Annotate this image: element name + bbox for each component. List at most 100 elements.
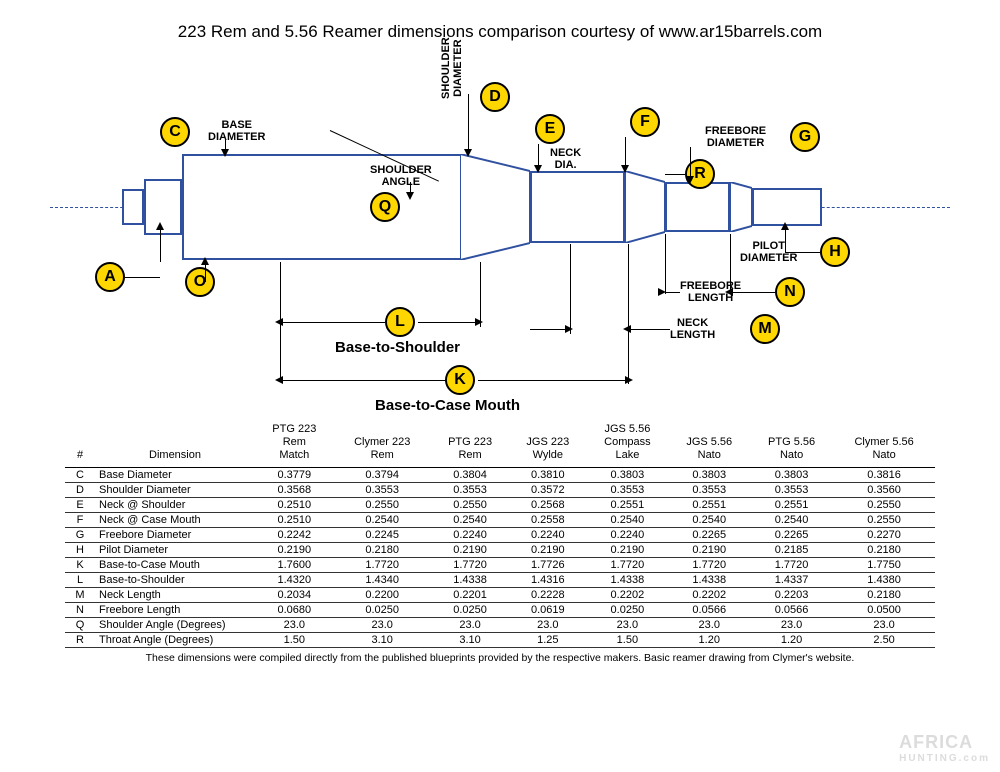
table-cell: 0.2180 [833,542,935,557]
table-row: NFreebore Length0.06800.02500.02500.0619… [65,602,935,617]
label-K: K [445,365,475,395]
table-cell: Base-to-Case Mouth [95,557,255,572]
label-M: M [750,314,780,344]
table-cell: 3.10 [334,632,431,647]
table-cell: 0.3794 [334,467,431,482]
label-F: F [630,107,660,137]
table-row: DShoulder Diameter0.35680.35530.35530.35… [65,482,935,497]
table-cell: 1.7750 [833,557,935,572]
arrow [730,292,775,293]
arrow [665,174,685,175]
dim-shoulder-diameter: SHOULDERDIAMETER [440,37,464,99]
table-cell: 2.50 [833,632,935,647]
table-cell: 0.2190 [255,542,334,557]
table-cell: N [65,602,95,617]
table-cell: 0.3553 [586,482,668,497]
table-cell: 0.2540 [334,512,431,527]
table-cell: 0.2240 [431,527,510,542]
table-cell: 0.2201 [431,587,510,602]
table-cell: 1.20 [750,632,833,647]
table-cell: 23.0 [334,617,431,632]
dim-base-to-case-mouth: Base-to-Case Mouth [375,397,520,414]
reamer-pilot [752,188,822,226]
table-cell: 0.2540 [431,512,510,527]
table-cell: 0.2180 [334,542,431,557]
table-cell: 0.0566 [669,602,750,617]
arrow [570,244,571,334]
table-cell: 0.2551 [750,497,833,512]
table-cell: E [65,497,95,512]
table-cell: 0.2245 [334,527,431,542]
arrow [628,244,629,384]
dim-shoulder-angle: SHOULDER ANGLE [370,164,432,188]
table-cell: 0.2510 [255,512,334,527]
table-cell: 0.2180 [833,587,935,602]
table-cell: R [65,632,95,647]
table-cell: 0.2540 [669,512,750,527]
table-cell: 0.2550 [833,512,935,527]
table-row: ENeck @ Shoulder0.25100.25500.25500.2568… [65,497,935,512]
table-cell: 1.4338 [586,572,668,587]
arrow-head [221,149,229,157]
arrow-head [406,192,414,200]
label-O: O [185,267,215,297]
arrow-head [475,318,483,326]
table-cell: 23.0 [669,617,750,632]
table-cell: 0.2558 [509,512,586,527]
table-cell: 0.0619 [509,602,586,617]
table-cell: 0.3568 [255,482,334,497]
table-cell: 0.2190 [509,542,586,557]
table-cell: 23.0 [255,617,334,632]
arrow [125,277,160,278]
table-cell: 0.3560 [833,482,935,497]
table-cell: 0.3572 [509,482,586,497]
label-Q: Q [370,192,400,222]
table-cell: 0.2240 [509,527,586,542]
label-H: H [820,237,850,267]
reamer-diagram: A C D E F G H K L M N O Q R BASE DIAMETE… [50,52,950,422]
arrow [785,227,786,252]
arrow [665,292,680,293]
table-cell: 1.7720 [669,557,750,572]
table-header: PTG 5.56Nato [750,422,833,467]
table-cell: 0.3553 [750,482,833,497]
table-cell: 0.3803 [750,467,833,482]
table-cell: 0.2550 [431,497,510,512]
table-cell: 23.0 [509,617,586,632]
reamer-tang-end [122,189,144,225]
table-cell: 1.4337 [750,572,833,587]
table-cell: 1.50 [255,632,334,647]
table-header: PTG 223RemMatch [255,422,334,467]
arrow-head [275,376,283,384]
table-cell: H [65,542,95,557]
arrow [628,329,670,330]
label-G: G [790,122,820,152]
table-row: CBase Diameter0.37790.37940.38040.38100.… [65,467,935,482]
table-cell: 0.3803 [669,467,750,482]
table-cell: G [65,527,95,542]
table-cell: 0.2265 [669,527,750,542]
table-cell: 0.2242 [255,527,334,542]
arrow [478,380,628,381]
table-cell: 1.4380 [833,572,935,587]
table-header: # [65,422,95,467]
arrow-head [275,318,283,326]
table-cell: 0.0680 [255,602,334,617]
table-cell: 0.2540 [586,512,668,527]
table-cell: 0.3779 [255,467,334,482]
table-cell: 0.3810 [509,467,586,482]
dim-neck-dia: NECK DIA. [550,147,581,171]
table-cell: 0.2190 [431,542,510,557]
page-title: 223 Rem and 5.56 Reamer dimensions compa… [0,0,1000,52]
reamer-freebore [665,182,730,232]
arrow [785,252,820,253]
table-cell: 1.25 [509,632,586,647]
arrow [530,329,570,330]
table-cell: 0.2550 [833,497,935,512]
table-cell: 23.0 [431,617,510,632]
arrow [665,234,666,294]
table-row: QShoulder Angle (Degrees)23.023.023.023.… [65,617,935,632]
table-cell: 0.2203 [750,587,833,602]
table-cell: 1.50 [586,632,668,647]
table-cell: 0.2540 [750,512,833,527]
